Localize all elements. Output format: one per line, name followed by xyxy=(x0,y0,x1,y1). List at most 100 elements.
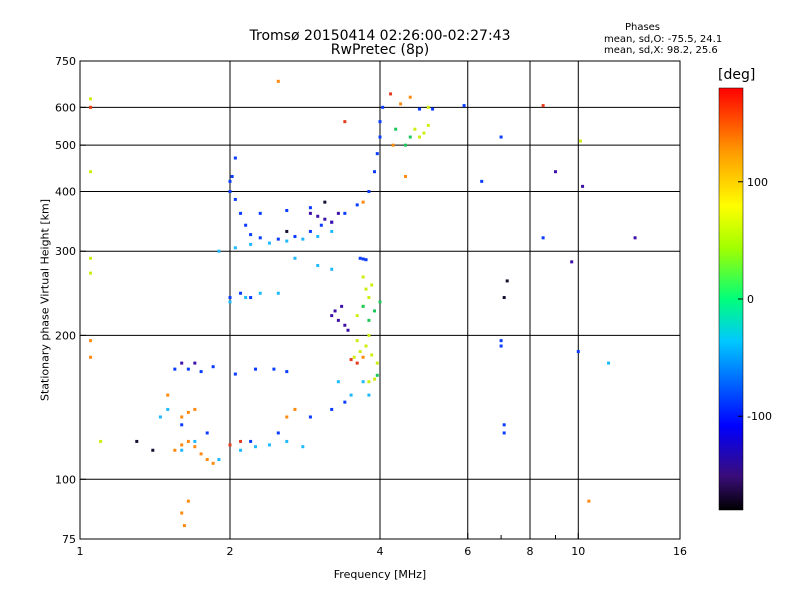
data-point xyxy=(499,339,503,343)
phase-stats-o-mode: mean, sd,O: -75.5, 24.1 xyxy=(604,34,723,45)
data-point xyxy=(375,361,379,365)
data-point xyxy=(285,229,289,233)
x-tick-label: 6 xyxy=(464,545,471,558)
y-tick-label: 100 xyxy=(55,473,76,486)
data-point xyxy=(228,189,232,193)
data-point xyxy=(391,143,395,147)
data-point xyxy=(499,135,503,139)
data-point xyxy=(205,431,209,435)
x-tick-label: 1 xyxy=(77,545,84,558)
data-point xyxy=(180,443,184,447)
data-point xyxy=(361,275,365,279)
data-point xyxy=(205,457,209,461)
data-point xyxy=(323,217,327,221)
data-point xyxy=(417,135,421,139)
data-points xyxy=(89,79,637,528)
data-point xyxy=(89,256,93,260)
data-point xyxy=(285,439,289,443)
data-point xyxy=(173,448,177,452)
data-point xyxy=(343,211,347,215)
y-tick-label: 400 xyxy=(55,185,76,198)
data-point xyxy=(355,339,359,343)
data-point xyxy=(364,344,368,348)
data-point xyxy=(228,300,232,304)
data-point xyxy=(340,304,344,308)
data-point xyxy=(389,92,393,96)
data-point xyxy=(293,256,297,260)
data-point xyxy=(267,241,271,245)
data-point xyxy=(166,393,170,397)
data-point xyxy=(378,300,382,304)
data-point xyxy=(199,370,203,374)
grid xyxy=(80,61,680,539)
data-point xyxy=(364,287,368,291)
x-tick-label: 4 xyxy=(377,545,384,558)
data-point xyxy=(239,439,243,443)
data-point xyxy=(408,135,412,139)
data-point xyxy=(186,410,190,414)
colorbar-unit-label: [deg] xyxy=(718,67,756,83)
data-point xyxy=(276,79,280,83)
data-point xyxy=(233,372,237,376)
data-point xyxy=(413,127,417,131)
data-point xyxy=(355,203,359,207)
axis-ticks: 1 2 4 6 8 10 16 75 100 200 300 400 500 600 750 xyxy=(55,55,687,558)
data-point xyxy=(343,400,347,404)
data-point xyxy=(352,355,356,359)
data-point xyxy=(587,499,591,503)
data-point xyxy=(319,223,323,227)
data-point xyxy=(426,105,430,109)
data-point xyxy=(361,257,365,261)
data-point xyxy=(276,431,280,435)
data-point xyxy=(276,291,280,295)
data-point xyxy=(349,393,353,397)
data-point xyxy=(258,236,262,240)
data-point xyxy=(267,443,271,447)
data-point xyxy=(581,184,585,188)
data-point xyxy=(249,233,253,237)
data-point xyxy=(182,524,186,528)
data-point xyxy=(193,439,197,443)
data-point xyxy=(89,105,93,109)
x-tick-label: 2 xyxy=(227,545,234,558)
data-point xyxy=(367,393,371,397)
data-point xyxy=(578,139,582,143)
data-point xyxy=(367,189,371,193)
data-point xyxy=(239,211,243,215)
data-point xyxy=(89,271,93,275)
phase-stats-title: Phases xyxy=(624,22,661,33)
data-point xyxy=(308,211,312,215)
data-point xyxy=(244,223,248,227)
data-point xyxy=(361,380,365,384)
data-point xyxy=(293,407,297,411)
data-point xyxy=(180,361,184,365)
data-point xyxy=(249,296,253,300)
data-point xyxy=(89,339,93,343)
data-point xyxy=(217,457,221,461)
data-point xyxy=(364,258,368,262)
data-point xyxy=(633,236,637,240)
data-point xyxy=(180,448,184,452)
data-point xyxy=(346,328,350,332)
data-point xyxy=(361,355,365,359)
data-point xyxy=(426,123,430,127)
data-point xyxy=(336,211,340,215)
x-tick-label: 16 xyxy=(673,545,687,558)
y-tick-label: 500 xyxy=(55,139,76,152)
data-point xyxy=(230,174,234,178)
data-point xyxy=(502,431,506,435)
data-point xyxy=(293,235,297,239)
data-point xyxy=(367,333,371,337)
y-tick-label: 300 xyxy=(55,245,76,258)
data-point xyxy=(367,380,371,384)
data-point xyxy=(373,377,377,381)
data-point xyxy=(403,174,407,178)
data-point xyxy=(333,309,337,313)
data-point xyxy=(361,200,365,204)
data-point xyxy=(367,318,371,322)
data-point xyxy=(285,415,289,419)
data-point xyxy=(349,358,353,362)
data-point xyxy=(361,304,365,308)
data-point xyxy=(375,373,379,377)
